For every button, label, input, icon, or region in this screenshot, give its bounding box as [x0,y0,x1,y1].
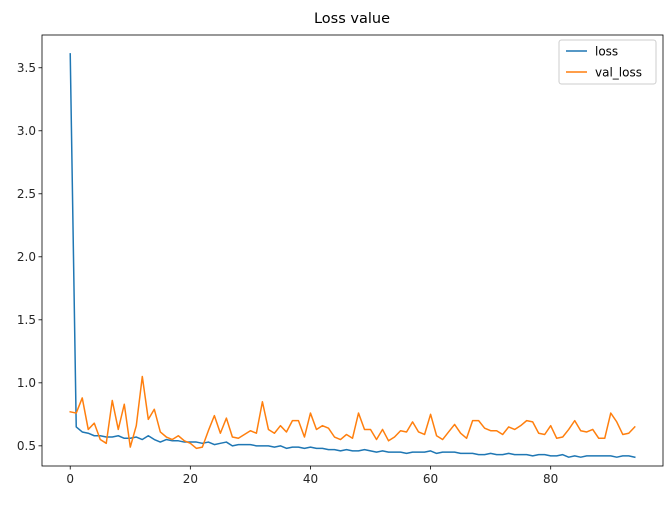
y-tick-label: 3.0 [17,124,36,138]
series-line-val-loss [69,375,636,450]
axes-frame [41,34,664,467]
y-tick-label: 2.5 [17,187,36,201]
legend-label-val-loss: val_loss [595,66,642,80]
y-tick-label: 2.0 [17,250,36,264]
x-tick-label: 60 [423,472,438,486]
chart-title: Loss value [314,11,390,27]
legend-label-loss: loss [595,45,618,59]
y-tick-label: 1.0 [17,376,36,390]
y-tick-label: 0.5 [17,439,36,453]
x-tick-label: 40 [303,472,318,486]
axes: 0 20 40 60 80 0.5 1.0 1.5 2.0 2.5 3.0 3.5 [17,34,664,486]
x-tick-label: 80 [543,472,558,486]
legend: loss val_loss [558,39,657,85]
y-tick-label: 1.5 [17,313,36,327]
plot-area [69,53,636,459]
y-tick-label: 3.5 [17,61,36,75]
series-line-loss [69,53,636,459]
x-tick-label: 20 [183,472,198,486]
x-tick-label: 0 [66,472,74,486]
